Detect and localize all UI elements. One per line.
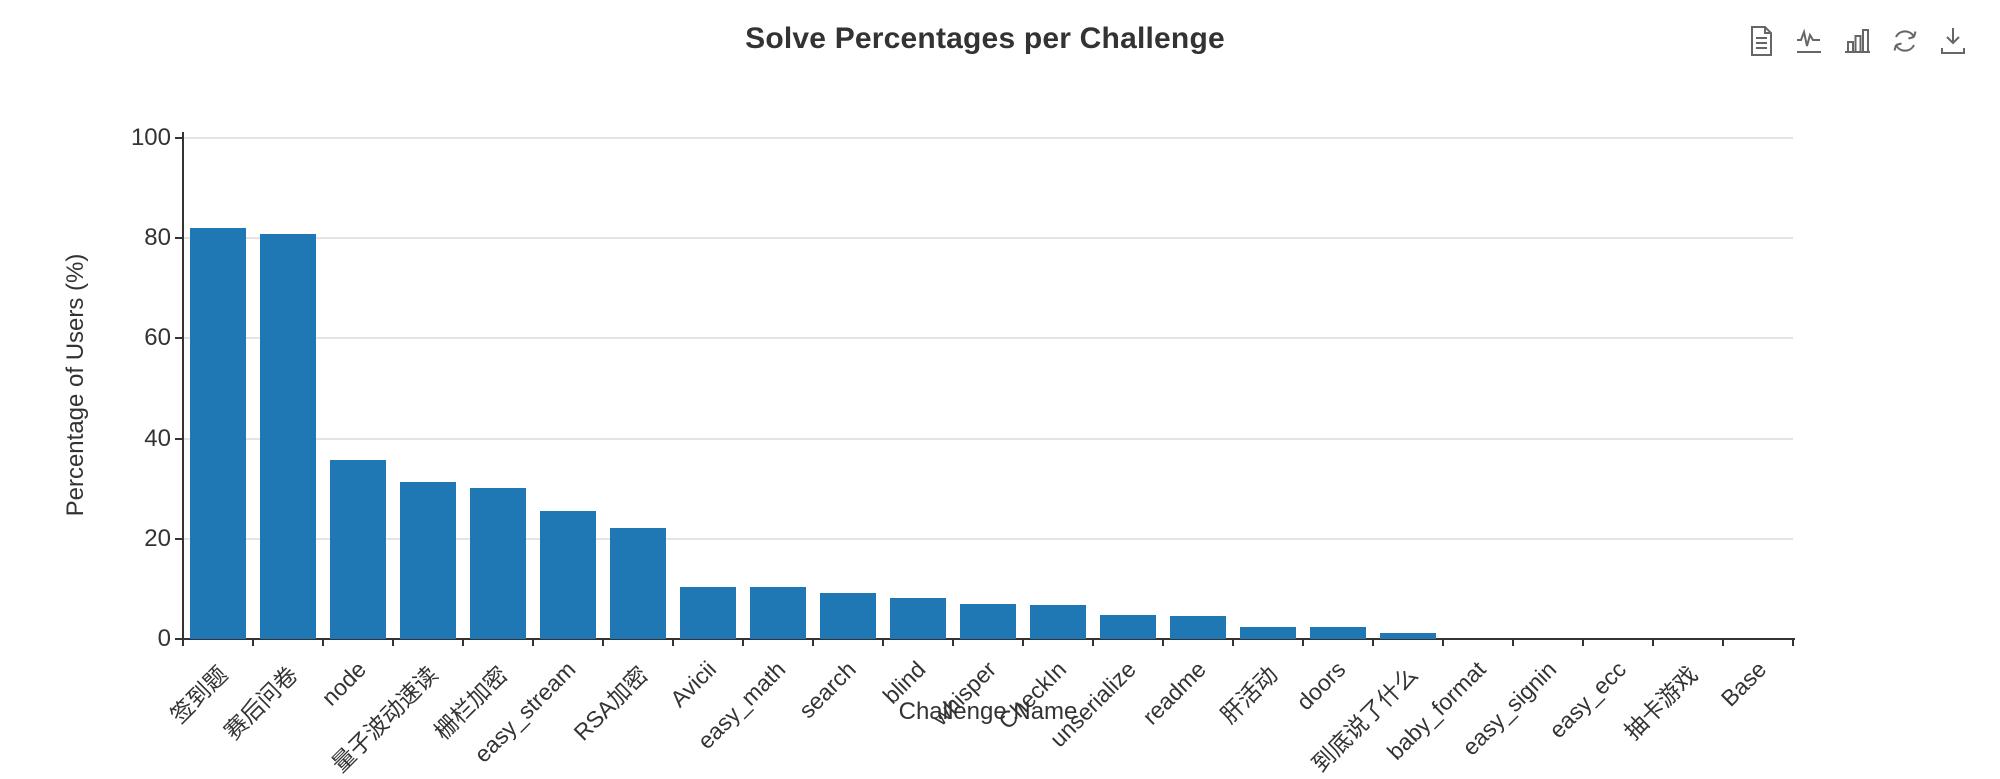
data-view-icon (1745, 23, 1777, 64)
bar[interactable] (820, 592, 876, 639)
x-axis-line (183, 638, 1795, 640)
line-chart-icon (1793, 23, 1825, 64)
bar[interactable] (680, 586, 736, 639)
restore-icon (1889, 23, 1921, 64)
y-tick-label: 80 (144, 224, 171, 252)
gridline-100 (183, 137, 1793, 139)
y-tick-0 (175, 638, 183, 640)
x-tick-label: doors (1291, 655, 1351, 716)
x-tick (952, 639, 954, 646)
x-tick-label: readme (1137, 655, 1211, 730)
line-chart-button[interactable] (1792, 24, 1826, 62)
x-tick (532, 639, 534, 646)
bar[interactable] (890, 598, 946, 639)
y-tick-label: 20 (144, 524, 171, 552)
y-tick-label: 60 (144, 324, 171, 352)
bar[interactable] (1100, 615, 1156, 639)
x-tick (812, 639, 814, 646)
x-tick (1022, 639, 1024, 646)
bar[interactable] (610, 527, 666, 639)
y-tick-label: 100 (130, 124, 171, 151)
x-tick (182, 639, 184, 646)
bar[interactable] (540, 511, 596, 639)
y-tick-40 (175, 437, 183, 440)
data-view-button[interactable] (1744, 24, 1778, 62)
x-tick (602, 639, 604, 646)
bar[interactable] (260, 234, 316, 639)
x-tick (1092, 639, 1094, 646)
y-tick-label: 0 (157, 625, 171, 652)
chart-toolbar (1744, 24, 1970, 62)
x-tick (1582, 639, 1584, 646)
x-tick (1442, 639, 1444, 646)
bar[interactable] (1310, 627, 1366, 639)
x-axis-title: Challenge Name (898, 698, 1078, 725)
gridline-60 (183, 337, 1793, 340)
x-tick (742, 639, 744, 646)
x-tick (1512, 639, 1514, 646)
gridline-20 (183, 537, 1793, 540)
bar-chart-button[interactable] (1840, 24, 1874, 62)
y-axis-title: Percentage of Users (%) (62, 253, 89, 517)
x-tick (1792, 639, 1794, 646)
y-tick-20 (175, 537, 183, 540)
x-tick (1372, 639, 1374, 646)
x-tick (1232, 639, 1234, 646)
bar[interactable] (400, 482, 456, 639)
x-tick (1162, 639, 1164, 646)
x-tick (1652, 639, 1654, 646)
x-tick (462, 639, 464, 646)
bar[interactable] (190, 228, 246, 639)
y-tick-100 (175, 137, 183, 139)
bar[interactable] (750, 587, 806, 639)
chart-title: Solve Percentages per Challenge (745, 22, 1225, 55)
gridline-80 (183, 237, 1793, 240)
bar-chart-icon (1841, 23, 1873, 64)
x-tick-label: node (316, 655, 371, 711)
save-image-button[interactable] (1936, 24, 1970, 62)
x-tick-label: Avicii (664, 655, 721, 713)
bar[interactable] (330, 459, 386, 639)
restore-button[interactable] (1888, 24, 1922, 62)
x-tick-label: 肝活动 (1215, 661, 1283, 729)
bar[interactable] (1380, 632, 1436, 639)
bar[interactable] (1030, 604, 1086, 639)
x-tick (1302, 639, 1304, 646)
x-tick (322, 639, 324, 646)
x-tick-label: Base (1715, 655, 1771, 712)
bar[interactable] (960, 604, 1016, 639)
x-tick (392, 639, 394, 646)
y-tick-80 (175, 237, 183, 240)
bar[interactable] (1170, 615, 1226, 639)
y-tick-60 (175, 337, 183, 340)
bar[interactable] (1240, 626, 1296, 639)
y-tick-label: 40 (144, 424, 171, 452)
x-tick (252, 639, 254, 646)
download-icon (1937, 23, 1969, 64)
x-tick-label: 赛后问卷 (219, 661, 303, 745)
x-tick (1722, 639, 1724, 646)
x-tick-label: 抽卡游戏 (1619, 661, 1703, 745)
bar[interactable] (470, 488, 526, 639)
y-axis-line (182, 132, 184, 639)
x-tick (882, 639, 884, 646)
x-tick (672, 639, 674, 646)
gridline-40 (183, 437, 1793, 440)
x-tick-label: search (793, 655, 861, 724)
